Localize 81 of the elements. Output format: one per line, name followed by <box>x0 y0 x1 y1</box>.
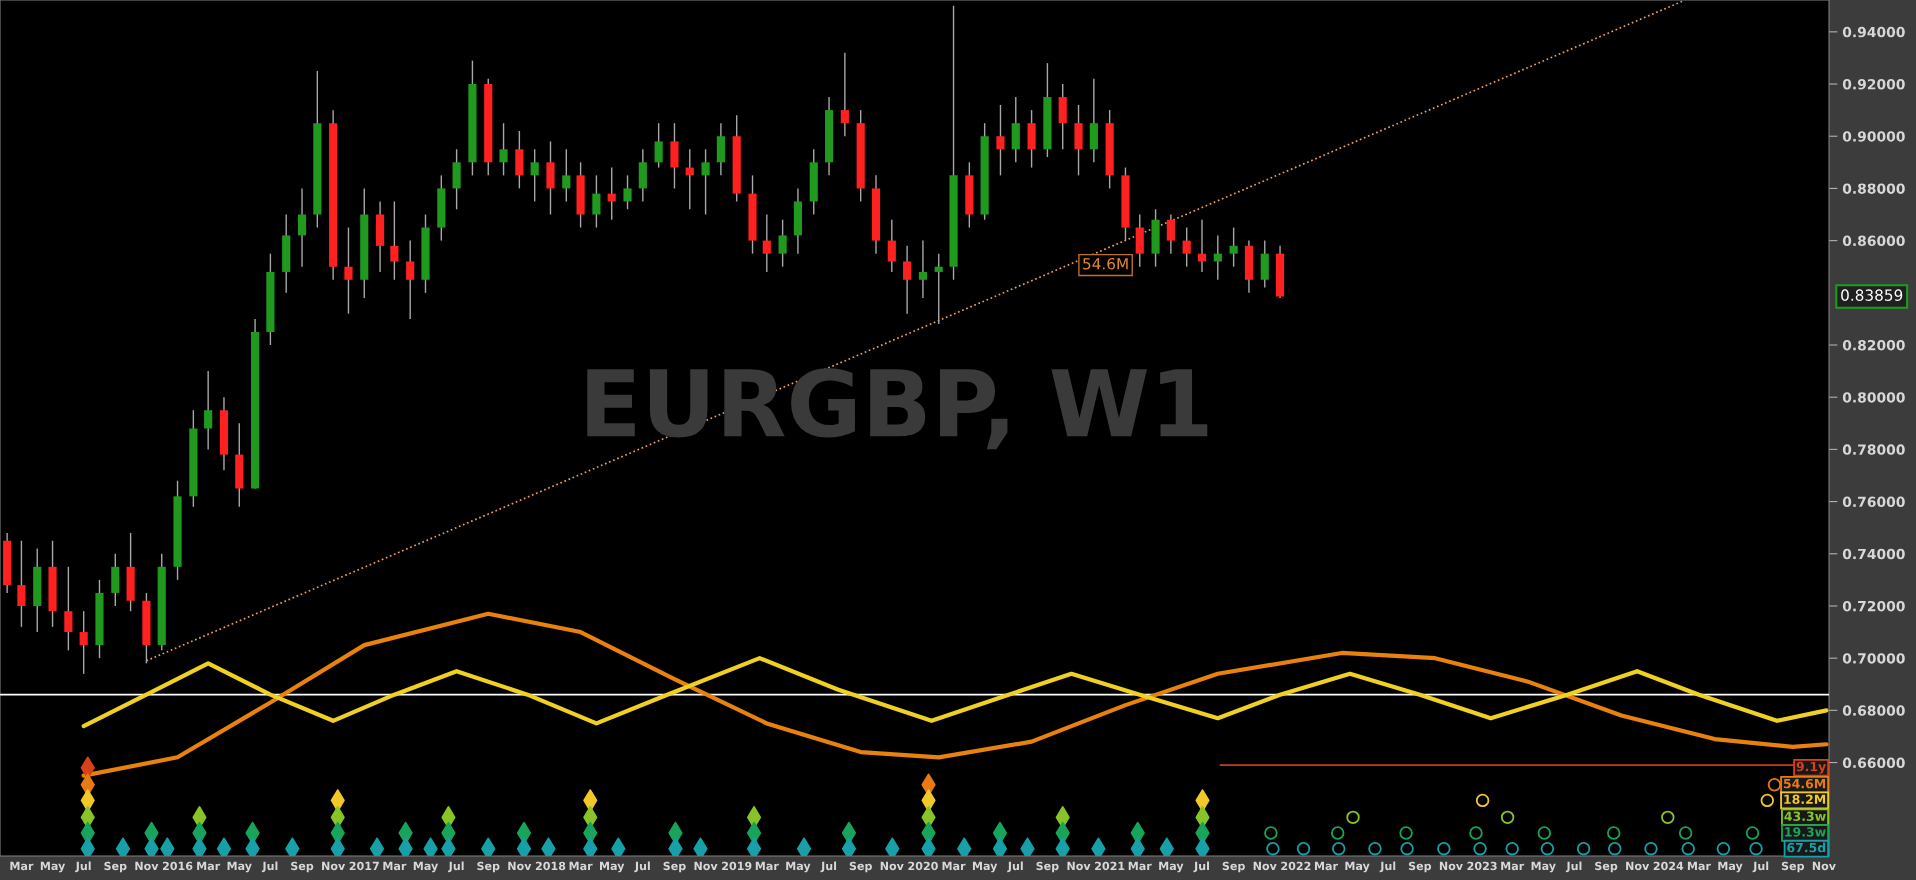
x-tick-label: Sep <box>849 861 872 873</box>
text: 43.3w <box>1784 811 1826 821</box>
x-tick-label: May <box>1718 861 1743 873</box>
y-tick-label: 0.82000 <box>1842 339 1905 351</box>
x-tick-label: Nov <box>508 861 532 871</box>
x-tick-label: Jul <box>1007 861 1023 873</box>
x-tick-label: May <box>413 861 439 873</box>
x-tick-label: Nov <box>694 861 718 871</box>
x-tick-label: Mar <box>569 861 593 871</box>
text: 54.6M <box>1783 778 1826 789</box>
x-tick-label: 2024 <box>1653 861 1684 871</box>
x-tick-label: Nov <box>1067 861 1091 871</box>
x-tick-label: Mar <box>942 861 966 871</box>
x-tick-label: Jul <box>634 861 650 873</box>
x-tick-label: May <box>1345 861 1370 873</box>
x-tick-label: Mar <box>1687 861 1711 871</box>
x-tick-label: Mar <box>1314 861 1338 871</box>
x-tick-label: 2021 <box>1095 861 1125 871</box>
x-tick-label: Sep <box>291 861 314 873</box>
annotation: 54.6M <box>1083 257 1128 270</box>
x-tick-label: 2017 <box>349 861 379 871</box>
x-tick-label: Jul <box>1193 861 1209 873</box>
x-tick-label: Nov <box>135 861 159 871</box>
x-tick-label: Sep <box>663 861 686 873</box>
x-tick-label: May <box>40 861 66 873</box>
x-tick-label: 2019 <box>722 861 752 871</box>
text: 9.1y <box>1796 761 1827 774</box>
x-tick-label: Jul <box>820 861 837 873</box>
x-tick-label: Mar <box>10 861 34 871</box>
x-tick-label: Jul <box>1752 861 1769 873</box>
y-tick-label: 0.88000 <box>1842 183 1905 194</box>
y-tick-label: 0.80000 <box>1842 392 1905 403</box>
y-tick-label: 0.74000 <box>1842 548 1905 560</box>
y-tick-label: 0.68000 <box>1842 705 1905 716</box>
x-tick-label: Nov <box>1626 861 1650 871</box>
text: 18.2M <box>1784 794 1826 805</box>
y-tick-label: 0.92000 <box>1842 79 1905 90</box>
x-tick-label: Jul <box>448 861 464 873</box>
y-tick-label: 0.94000 <box>1842 26 1905 38</box>
x-tick-label: Sep <box>1036 861 1059 873</box>
x-tick-label: Sep <box>104 861 127 873</box>
y-tick-label: 0.70000 <box>1842 653 1905 664</box>
y-tick-label: 0.72000 <box>1842 600 1905 612</box>
x-tick-label: Mar <box>1128 861 1152 871</box>
x-tick-label: Sep <box>477 861 500 873</box>
x-tick-label: Nov <box>322 861 346 871</box>
x-tick-label: May <box>786 861 811 873</box>
x-tick-label: Mar <box>1501 861 1525 871</box>
x-tick-label: May <box>600 861 625 873</box>
x-tick-label: Jul <box>261 861 278 873</box>
x-tick-label: Jul <box>1379 861 1396 873</box>
x-tick-label: Nov <box>1253 861 1277 871</box>
x-tick-label: 2016 <box>162 861 193 871</box>
x-tick-label: Jul <box>75 861 91 873</box>
y-tick-label: 0.76000 <box>1842 496 1905 508</box>
y-tick-label: 0.78000 <box>1842 444 1905 455</box>
text: 0.83859 <box>1841 289 1903 301</box>
text: 67.5d <box>1787 842 1826 853</box>
x-tick-label: Sep <box>1222 861 1245 873</box>
y-tick-label: 0.86000 <box>1842 235 1905 247</box>
y-tick-label: 0.90000 <box>1842 131 1905 142</box>
x-tick-label: Nov <box>1812 861 1836 871</box>
text: 19.3w <box>1785 827 1826 837</box>
x-tick-label: Sep <box>1781 861 1805 873</box>
x-tick-label: May <box>1531 861 1556 873</box>
x-tick-label: Mar <box>383 861 407 871</box>
x-tick-label: Jul <box>1565 861 1582 873</box>
x-tick-label: Mar <box>755 861 779 871</box>
x-tick-label: 2023 <box>1467 861 1497 871</box>
x-tick-label: Mar <box>197 861 221 871</box>
x-tick-label: 2022 <box>1281 861 1311 871</box>
x-tick-label: Sep <box>1408 861 1432 873</box>
x-tick-label: May <box>227 861 252 873</box>
y-tick-label: 0.66000 <box>1842 757 1905 769</box>
x-tick-label: May <box>972 861 998 873</box>
x-tick-label: Nov <box>1439 861 1463 871</box>
x-tick-label: 2020 <box>908 861 938 871</box>
x-tick-label: Sep <box>1595 861 1618 873</box>
x-tick-label: Nov <box>880 861 904 871</box>
x-tick-label: 2018 <box>535 861 566 871</box>
x-tick-label: May <box>1159 861 1184 873</box>
